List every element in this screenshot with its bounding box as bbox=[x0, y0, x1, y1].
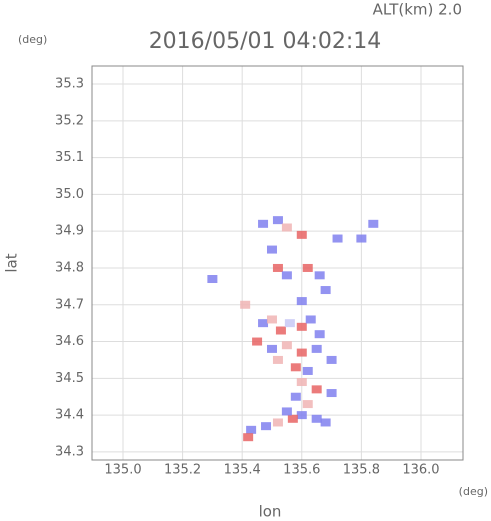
point bbox=[311, 385, 322, 394]
point bbox=[302, 263, 313, 272]
point bbox=[272, 263, 283, 272]
point bbox=[261, 422, 272, 431]
point bbox=[275, 326, 286, 335]
point bbox=[356, 234, 367, 243]
x-tick-label: 135.8 bbox=[343, 463, 380, 478]
point bbox=[302, 400, 313, 409]
chart-title: 2016/05/01 04:02:14 bbox=[149, 29, 382, 54]
point bbox=[314, 330, 325, 339]
point bbox=[281, 271, 292, 280]
point bbox=[305, 315, 316, 324]
y-tick-label: 34.8 bbox=[55, 260, 84, 275]
point bbox=[287, 414, 298, 423]
point bbox=[266, 245, 277, 254]
altitude-label: ALT(km) 2.0 bbox=[373, 1, 462, 19]
point bbox=[290, 392, 301, 401]
y-tick-label: 35.1 bbox=[55, 150, 84, 165]
point bbox=[240, 300, 251, 309]
y-axis-label: lat bbox=[3, 253, 21, 272]
y-tick-label: 34.7 bbox=[55, 297, 84, 312]
x-tick-label: 135.6 bbox=[283, 463, 320, 478]
x-tick-label: 135.0 bbox=[104, 463, 141, 478]
y-tick-label: 34.6 bbox=[55, 334, 84, 349]
point bbox=[281, 223, 292, 232]
y-tick-label: 34.5 bbox=[55, 371, 84, 386]
x-unit: (deg) bbox=[459, 485, 488, 498]
point bbox=[296, 297, 307, 306]
point bbox=[281, 341, 292, 350]
point bbox=[296, 322, 307, 331]
x-axis-label: lon bbox=[259, 503, 282, 521]
point bbox=[246, 425, 257, 434]
point bbox=[368, 219, 379, 228]
point bbox=[266, 315, 277, 324]
point bbox=[311, 344, 322, 353]
x-tick-label: 135.4 bbox=[224, 463, 261, 478]
point bbox=[258, 319, 269, 328]
point bbox=[258, 219, 269, 228]
point bbox=[207, 275, 218, 284]
point bbox=[272, 355, 283, 364]
y-tick-label: 34.3 bbox=[55, 444, 84, 459]
plot-frame bbox=[91, 65, 464, 461]
point bbox=[290, 363, 301, 372]
point bbox=[296, 348, 307, 357]
y-tick-label: 35.0 bbox=[55, 187, 84, 202]
point bbox=[272, 216, 283, 225]
point bbox=[326, 389, 337, 398]
point bbox=[314, 271, 325, 280]
point bbox=[252, 337, 263, 346]
x-tick-label: 135.2 bbox=[164, 463, 201, 478]
point bbox=[311, 414, 322, 423]
point bbox=[320, 418, 331, 427]
y-tick-label: 35.2 bbox=[55, 113, 84, 128]
point bbox=[296, 230, 307, 239]
y-tick-label: 34.9 bbox=[55, 224, 84, 239]
y-tick-label: 34.4 bbox=[55, 408, 84, 423]
y-tick-label: 35.3 bbox=[55, 77, 84, 92]
point bbox=[272, 418, 283, 427]
point bbox=[281, 407, 292, 416]
point bbox=[320, 286, 331, 295]
point bbox=[302, 366, 313, 375]
point bbox=[332, 234, 343, 243]
point bbox=[326, 355, 337, 364]
point bbox=[284, 319, 295, 328]
point bbox=[296, 378, 307, 387]
y-unit: (deg) bbox=[18, 33, 47, 46]
point bbox=[266, 344, 277, 353]
x-tick-label: 136.0 bbox=[402, 463, 439, 478]
point bbox=[243, 433, 254, 442]
point bbox=[296, 411, 307, 420]
